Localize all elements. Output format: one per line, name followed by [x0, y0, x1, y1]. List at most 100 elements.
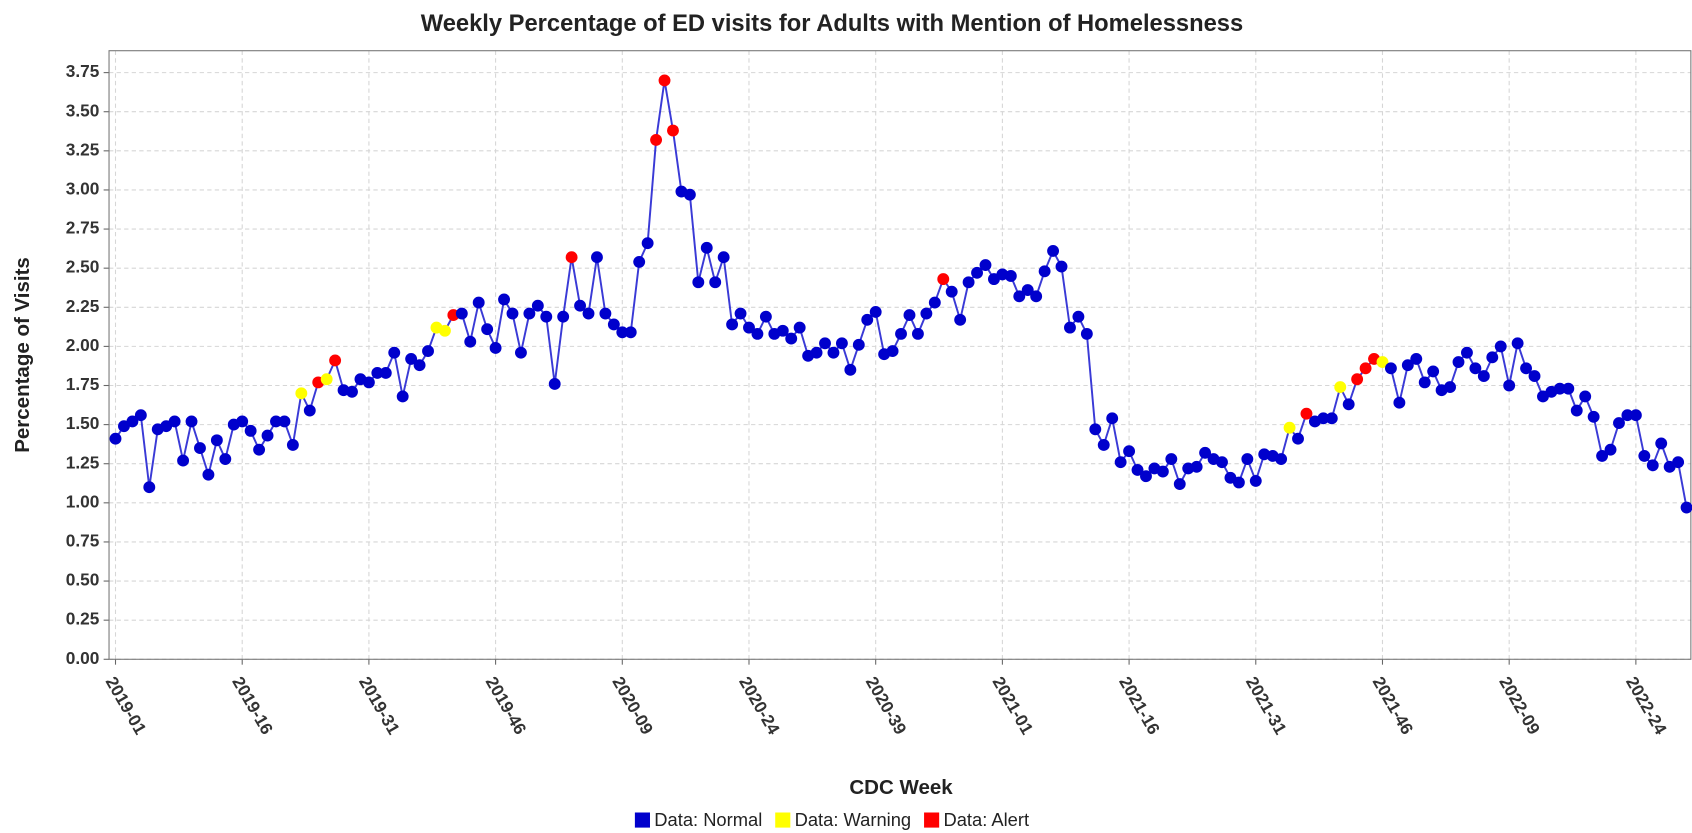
plot-area [109, 50, 1691, 660]
data-point [388, 346, 401, 359]
data-point [1064, 321, 1076, 334]
data-point [658, 74, 671, 87]
data-point [1511, 337, 1524, 350]
data-point [1596, 449, 1609, 462]
data-point [1444, 381, 1456, 394]
data-point [861, 313, 874, 326]
data-point [1604, 443, 1617, 456]
data-point [303, 404, 316, 417]
data-point [498, 293, 510, 306]
data-point [1072, 310, 1085, 323]
legend: Data: Normal Data: Warning Data: Alert [634, 809, 1029, 830]
data-point [540, 310, 553, 323]
data-point [481, 323, 494, 336]
data-point [886, 345, 899, 358]
data-point [194, 442, 206, 455]
data-point [548, 378, 561, 390]
data-point [253, 443, 266, 456]
data-point [911, 327, 924, 340]
data-point [1672, 456, 1685, 469]
data-point [785, 332, 798, 345]
data-point [1520, 362, 1533, 375]
data-point [185, 415, 198, 428]
data-point [1334, 381, 1347, 394]
x-tick-label: 2020-39 [862, 673, 911, 738]
y-tick-label: 3.75 [66, 61, 100, 81]
data-point [827, 346, 840, 359]
x-tick-label: 2019-16 [228, 673, 277, 738]
data-point [1080, 327, 1093, 340]
data-point [717, 251, 730, 264]
data-point [515, 346, 527, 359]
data-point [143, 481, 156, 494]
x-tick-label: 2019-46 [482, 673, 531, 738]
data-point [624, 326, 637, 339]
data-point [464, 335, 477, 348]
data-point [438, 324, 451, 337]
data-point [979, 259, 992, 271]
data-point [1123, 445, 1136, 458]
data-point [557, 310, 570, 323]
data-point [1097, 439, 1110, 451]
data-point [1486, 351, 1499, 364]
data-point [210, 434, 223, 447]
data-point [616, 326, 629, 339]
data-point [869, 306, 882, 318]
data-point [1190, 460, 1203, 473]
data-point [1587, 410, 1600, 423]
data-point [1469, 362, 1482, 375]
x-tick-label: 2021-31 [1242, 673, 1291, 738]
data-point [582, 307, 595, 320]
data-point [1342, 398, 1355, 411]
data-point [1579, 390, 1592, 403]
data-point [759, 310, 772, 323]
data-point [168, 415, 181, 428]
data-point [1384, 362, 1397, 375]
data-point [574, 299, 586, 312]
data-point [134, 409, 147, 422]
legend-label: Data: Alert [943, 809, 1029, 830]
data-point [1114, 456, 1127, 469]
data-point [709, 276, 722, 289]
data-point [1629, 409, 1642, 422]
data-point [405, 352, 418, 365]
data-point [531, 299, 544, 312]
data-point [1461, 346, 1473, 359]
data-point [1300, 407, 1313, 420]
data-point [819, 337, 831, 350]
data-point [793, 321, 806, 334]
data-point [1317, 412, 1330, 425]
data-point [1283, 421, 1296, 434]
data-point [1173, 478, 1186, 490]
data-point [1427, 365, 1440, 378]
x-tick-label: 2020-24 [735, 673, 784, 738]
data-point [1621, 409, 1634, 422]
data-point [776, 324, 789, 337]
y-tick-label: 1.50 [66, 413, 100, 433]
legend-swatch [924, 812, 940, 828]
x-tick-label: 2019-01 [102, 673, 151, 738]
x-tick-label: 2021-01 [988, 673, 1037, 738]
data-point [219, 453, 232, 465]
data-point [945, 285, 958, 298]
data-point [844, 363, 857, 376]
chart-title: Weekly Percentage of ED visits for Adult… [421, 11, 1243, 37]
y-tick-label: 2.75 [66, 218, 100, 238]
data-point [371, 367, 384, 379]
data-point [971, 266, 983, 279]
data-point [692, 276, 705, 289]
y-tick-label: 0.00 [66, 648, 100, 668]
data-point [455, 307, 468, 320]
data-point [1275, 453, 1288, 465]
data-point [1199, 446, 1212, 459]
data-point [1646, 459, 1659, 472]
x-tick-label: 2021-16 [1115, 673, 1164, 738]
data-point [1021, 284, 1034, 297]
data-point [1004, 270, 1017, 282]
y-tick-label: 0.25 [66, 609, 100, 629]
x-tick-label: 2022-09 [1495, 673, 1544, 738]
data-point [1140, 470, 1152, 483]
data-point [126, 415, 139, 428]
data-point [835, 337, 848, 350]
data-point [903, 309, 916, 322]
